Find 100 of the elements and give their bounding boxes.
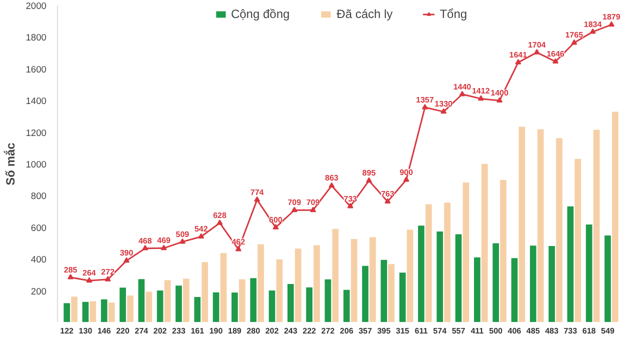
data-label: 222	[302, 326, 317, 336]
bar	[604, 235, 611, 322]
bar	[120, 288, 126, 322]
data-label: 122	[60, 326, 74, 336]
point	[86, 277, 92, 283]
point	[366, 177, 372, 183]
data-label: 733	[344, 194, 358, 204]
bar	[481, 164, 488, 322]
bar	[567, 206, 574, 322]
data-label: 1357	[416, 95, 434, 104]
data-label: 202	[153, 326, 168, 336]
bar	[455, 234, 462, 322]
bar	[388, 264, 395, 322]
point	[272, 224, 279, 230]
bar	[418, 226, 424, 322]
data-label: 395	[377, 326, 392, 336]
point	[608, 21, 614, 27]
legend-label: Đã cách ly	[336, 7, 393, 21]
data-label: 549	[601, 326, 615, 336]
data-label: 574	[433, 326, 448, 336]
point	[496, 97, 503, 103]
bar	[380, 260, 388, 322]
data-label: 1412	[472, 86, 490, 96]
data-label: 1641	[509, 50, 528, 60]
bar	[90, 301, 96, 322]
point	[235, 246, 242, 252]
point	[459, 90, 466, 96]
bar	[258, 244, 264, 322]
data-label: 483	[545, 326, 559, 336]
y-tick-label: 1600	[26, 64, 47, 74]
point	[403, 176, 410, 182]
data-label: 709	[306, 198, 320, 208]
data-label: 628	[213, 210, 227, 220]
point	[328, 182, 335, 188]
bar	[183, 278, 190, 322]
data-label: 280	[246, 326, 261, 336]
bar	[138, 279, 145, 322]
bar	[436, 232, 444, 322]
y-tick-label: 1400	[26, 96, 47, 106]
data-label: 233	[172, 326, 186, 336]
data-label: 406	[508, 326, 522, 336]
bar	[593, 130, 600, 322]
bar	[232, 292, 238, 322]
point	[515, 59, 522, 64]
data-label: 600	[269, 215, 283, 224]
bar	[108, 302, 115, 322]
legend-label: Cộng đồng	[230, 7, 290, 21]
bar	[156, 290, 164, 322]
data-label: 1440	[453, 82, 472, 92]
bar	[332, 228, 339, 322]
bar	[556, 138, 562, 322]
point	[422, 104, 428, 110]
bar	[537, 129, 544, 322]
data-label: 357	[358, 326, 372, 336]
bar	[586, 224, 592, 322]
data-label: 485	[526, 326, 540, 336]
data-label: 315	[396, 326, 410, 336]
bar	[82, 302, 89, 322]
point	[179, 238, 186, 244]
bar	[100, 299, 108, 322]
bar	[71, 296, 78, 322]
data-label: 285	[64, 265, 78, 274]
data-label: 557	[452, 326, 466, 336]
point	[198, 233, 204, 239]
bar	[370, 237, 376, 322]
data-label: 1400	[490, 88, 509, 98]
bar	[350, 238, 358, 322]
data-label: 161	[190, 326, 205, 336]
data-label: 390	[120, 248, 134, 258]
bar	[194, 296, 201, 322]
data-label: 1765	[565, 30, 584, 40]
point	[310, 206, 316, 212]
y-tick-label: 1200	[26, 128, 47, 138]
bar	[574, 158, 582, 322]
data-label: 190	[209, 326, 224, 336]
bar	[294, 248, 302, 322]
data-label: 272	[321, 326, 336, 336]
bar	[164, 280, 171, 322]
y-tick-label: 1000	[26, 160, 47, 170]
data-label: 1704	[528, 40, 546, 50]
data-label: 863	[325, 174, 339, 183]
data-label: 733	[564, 326, 578, 336]
bar	[306, 287, 312, 322]
bar	[362, 266, 368, 322]
point	[384, 198, 391, 204]
bar	[127, 296, 134, 322]
data-label: 206	[340, 326, 354, 336]
bar	[462, 182, 470, 322]
data-label: 243	[284, 326, 298, 336]
data-label: 763	[380, 190, 395, 199]
bar	[146, 292, 152, 322]
data-label: 1646	[546, 50, 565, 59]
data-label: 462	[232, 237, 246, 246]
data-label: 1834	[584, 20, 602, 29]
bar	[474, 257, 480, 322]
point	[552, 58, 558, 64]
data-label: 509	[176, 230, 190, 239]
bar	[343, 290, 350, 322]
data-label: 1330	[434, 100, 454, 109]
y-tick-label: 2000	[26, 1, 47, 11]
